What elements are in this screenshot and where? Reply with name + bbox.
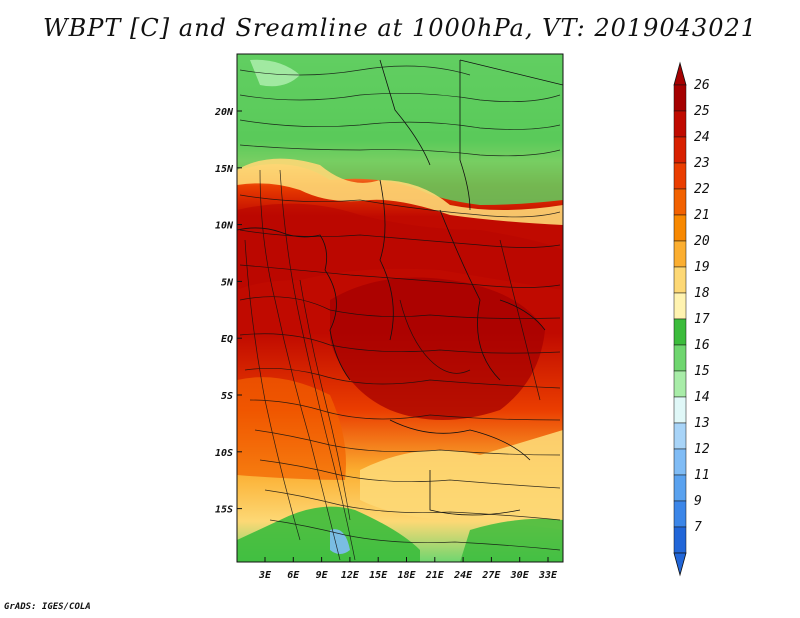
country-borders xyxy=(237,59,563,516)
colorbar-label: 7 xyxy=(694,520,702,535)
x-tick-label: 33E xyxy=(538,570,558,581)
colorbar-segment xyxy=(673,188,687,216)
colorbar-label: 26 xyxy=(694,78,710,93)
y-tick-label: 15N xyxy=(215,164,234,175)
y-tick-label: 10S xyxy=(215,448,233,459)
x-tick-label: 3E xyxy=(258,570,272,581)
colorbar-segment xyxy=(673,110,687,138)
y-axis: 20N 15N 10N 5N EQ 5S 10S 15S xyxy=(214,107,242,516)
colorbar-label: 15 xyxy=(694,364,710,379)
colorbar-segment xyxy=(673,318,687,346)
colorbar-segment xyxy=(673,474,687,502)
colorbar-segment xyxy=(673,266,687,294)
colorbar-label: 19 xyxy=(694,260,710,275)
colorbar-label: 9 xyxy=(694,494,702,509)
region-southeast-green xyxy=(460,518,563,562)
y-tick-label: 5S xyxy=(221,391,233,402)
region-west-coast-gulf xyxy=(237,203,563,290)
colorbar-segment xyxy=(673,84,687,112)
colorbar-segment xyxy=(673,136,687,164)
colorbar-segment xyxy=(673,422,687,450)
x-tick-label: 6E xyxy=(287,570,300,581)
x-tick-label: 27E xyxy=(481,570,501,581)
colorbar-segment xyxy=(673,240,687,268)
colorbar-label: 20 xyxy=(694,234,710,249)
colorbar-segment xyxy=(673,162,687,190)
region-sahel-band xyxy=(237,158,563,225)
colorbar-segment xyxy=(673,292,687,320)
colorbar-segment xyxy=(673,500,687,528)
colorbar-segment xyxy=(673,448,687,476)
colorbar-label: 17 xyxy=(694,312,710,327)
x-tick-label: 15E xyxy=(369,570,388,581)
streamlines xyxy=(239,65,561,561)
x-tick-label: 12E xyxy=(341,570,360,581)
colorbar-top-arrow xyxy=(673,61,687,86)
y-tick-label: 5N xyxy=(221,277,234,288)
x-tick-label: 24E xyxy=(453,570,473,581)
colorbar-segment xyxy=(673,370,687,398)
region-southwest-coast xyxy=(237,506,420,562)
colorbar-label: 12 xyxy=(694,442,710,457)
chart-title: WBPT [C] and Sreamline at 1000hPa, VT: 2… xyxy=(42,14,758,42)
cool-patch-north xyxy=(250,59,300,87)
colorbar-bottom-arrow xyxy=(673,552,687,577)
colorbar-label: 24 xyxy=(694,130,710,145)
region-southern-plateau xyxy=(360,430,563,530)
colorbar-label: 18 xyxy=(694,286,710,301)
colorbar-segment xyxy=(673,344,687,372)
map-area xyxy=(237,54,563,562)
y-tick-label: 20N xyxy=(214,107,234,118)
colorbar-label: 11 xyxy=(694,468,710,483)
map-frame xyxy=(236,53,564,563)
y-tick-label: 10N xyxy=(215,221,234,232)
colorbar-label: 16 xyxy=(694,338,710,353)
cool-patch-south xyxy=(330,529,350,554)
colorbar-segment xyxy=(673,396,687,424)
colorbar-label: 25 xyxy=(694,104,710,119)
colorbar-label: 21 xyxy=(694,208,710,223)
x-tick-label: 9E xyxy=(316,570,329,581)
y-tick-label: EQ xyxy=(221,334,233,345)
x-axis: 3E 6E 9E 12E 15E 18E 21E 24E 27E 30E 33E xyxy=(258,557,558,581)
y-tick-label: 15S xyxy=(215,505,233,516)
colorbar-segment xyxy=(673,526,687,554)
colorbar: 26 25 24 23 22 21 20 19 18 17 16 15 14 13 12 11 9 7 xyxy=(673,61,710,577)
colorbar-label: 13 xyxy=(694,416,710,431)
x-tick-label: 30E xyxy=(510,570,530,581)
colorbar-segment xyxy=(673,214,687,242)
x-tick-label: 21E xyxy=(425,570,445,581)
colorbar-label: 22 xyxy=(694,182,710,197)
colorbar-label: 23 xyxy=(694,156,710,171)
colorbar-label: 14 xyxy=(694,390,710,405)
x-tick-label: 18E xyxy=(397,570,416,581)
grads-credit: GrADS: IGES/COLA xyxy=(4,602,91,612)
